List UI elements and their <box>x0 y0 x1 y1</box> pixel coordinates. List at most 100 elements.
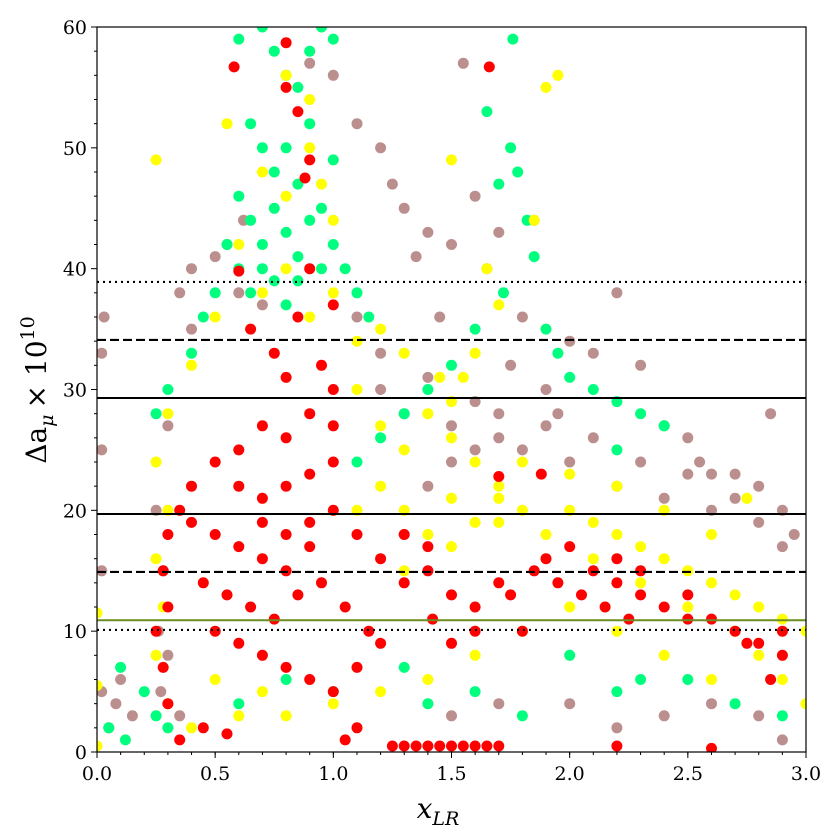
scatter-point-s1-8 <box>245 118 257 130</box>
scatter-point-s3-33 <box>256 553 268 565</box>
scatter-point-s2-73 <box>446 541 457 553</box>
scatter-point-s2-0 <box>150 154 162 166</box>
scatter-point-s3-80 <box>776 649 788 661</box>
scatter-point-s3-101 <box>469 740 481 752</box>
scatter-point-s3-68 <box>398 529 410 540</box>
scatter-point-s2-6 <box>528 214 540 226</box>
scatter-point-s1-62 <box>138 686 150 698</box>
scatter-point-s3-90 <box>682 613 694 625</box>
scatter-point-s0-69 <box>776 734 788 746</box>
scatter-point-s2-74 <box>493 516 505 528</box>
scatter-point-s3-88 <box>611 553 623 565</box>
scatter-point-s2-60 <box>776 674 788 685</box>
scatter-point-s2-83 <box>741 492 753 504</box>
scatter-point-s0-78 <box>540 420 552 432</box>
scatter-point-s3-43 <box>316 577 327 589</box>
scatter-point-s3-70 <box>540 553 552 565</box>
y-tick-label-0: 0 <box>75 742 87 764</box>
scatter-point-s0-3 <box>97 347 108 359</box>
scatter-point-s0-23 <box>422 226 434 238</box>
scatter-point-s0-79 <box>587 432 599 444</box>
scatter-point-s0-17 <box>327 69 339 81</box>
scatter-point-s3-61 <box>304 541 316 553</box>
scatter-point-s2-63 <box>658 649 670 661</box>
scatter-point-s0-15 <box>256 299 268 311</box>
scatter-point-s3-31 <box>209 529 221 540</box>
scatter-point-s2-14 <box>256 287 268 299</box>
scatter-point-s3-51 <box>327 686 339 698</box>
scatter-point-s0-29 <box>493 226 505 238</box>
scatter-point-s2-61 <box>800 698 806 710</box>
scatter-point-s0-68 <box>753 710 765 722</box>
scatter-point-s0-66 <box>658 710 670 722</box>
scatter-point-s2-20 <box>186 359 197 371</box>
scatter-point-s2-72 <box>398 565 410 577</box>
scatter-point-s3-0 <box>228 61 240 73</box>
scatter-point-s0-62 <box>351 311 363 323</box>
scatter-point-s3-19 <box>256 420 268 432</box>
scatter-point-s1-58 <box>422 384 434 395</box>
scatter-point-s3-54 <box>233 480 245 492</box>
scatter-point-s3-29 <box>162 698 174 710</box>
scatter-point-s0-55 <box>564 456 576 468</box>
scatter-point-s0-21 <box>398 202 410 214</box>
scatter-point-s1-15 <box>327 154 339 166</box>
scatter-point-s2-75 <box>540 529 552 540</box>
scatter-point-s1-65 <box>115 661 127 673</box>
scatter-point-s3-109 <box>197 722 209 734</box>
scatter-point-s0-76 <box>469 444 481 456</box>
scatter-point-s2-84 <box>706 529 717 540</box>
scatter-point-s1-61 <box>351 456 363 468</box>
scatter-point-s0-20 <box>386 178 398 190</box>
scatter-point-s1-64 <box>162 722 174 734</box>
scatter-point-s0-35 <box>564 335 576 347</box>
scatter-point-s1-23 <box>316 263 327 275</box>
scatter-point-s2-43 <box>457 371 469 383</box>
scatter-point-s1-59 <box>398 408 410 420</box>
scatter-point-s3-105 <box>351 722 363 734</box>
scatter-point-s3-26 <box>162 601 174 613</box>
scatter-point-s2-28 <box>186 722 197 734</box>
scatter-point-s0-67 <box>706 698 717 710</box>
scatter-point-s0-51 <box>446 420 457 432</box>
scatter-point-s2-31 <box>256 686 268 698</box>
scatter-point-s1-47 <box>498 287 509 299</box>
scatter-point-s3-41 <box>268 613 280 625</box>
scatter-point-s2-55 <box>729 589 741 601</box>
scatter-point-s3-2 <box>280 81 292 93</box>
scatter-point-s2-24 <box>150 553 162 565</box>
scatter-point-s0-87 <box>155 686 167 698</box>
scatter-point-s3-96 <box>410 740 422 752</box>
scatter-point-s0-8 <box>162 649 174 661</box>
scatter-point-s1-79 <box>280 674 292 685</box>
x-tick-label-3: 1.5 <box>436 763 466 785</box>
scatter-point-s1-19 <box>268 202 280 214</box>
scatter-point-s3-27 <box>150 625 162 637</box>
scatter-point-s1-56 <box>469 323 481 335</box>
scatter-point-s1-39 <box>150 408 162 420</box>
scatter-point-s0-34 <box>552 408 564 420</box>
scatter-point-s1-69 <box>611 686 623 698</box>
scatter-point-s3-34 <box>280 529 292 540</box>
scatter-point-s1-34 <box>363 311 375 323</box>
x-tick-label-4: 2.0 <box>555 763 585 785</box>
scatter-point-s2-3 <box>552 69 564 81</box>
scatter-point-s2-41 <box>493 299 505 311</box>
scatter-point-s2-68 <box>422 674 434 685</box>
scatter-point-s3-113 <box>469 625 481 637</box>
scatter-point-s0-7 <box>126 710 138 722</box>
scatter-point-s3-75 <box>658 601 670 613</box>
scatter-point-s0-24 <box>434 311 446 323</box>
data-points <box>97 27 806 752</box>
scatter-point-s0-25 <box>446 239 457 250</box>
scatter-point-s2-49 <box>587 516 599 528</box>
scatter-point-s3-44 <box>339 601 351 613</box>
scatter-point-s0-59 <box>753 516 765 528</box>
scatter-point-s3-55 <box>256 492 268 504</box>
scatter-point-s0-2 <box>97 444 108 456</box>
scatter-point-s3-7 <box>233 265 245 277</box>
scatter-point-s1-5 <box>304 45 316 57</box>
scatter-point-s3-6 <box>483 61 495 73</box>
scatter-point-s3-99 <box>446 740 457 752</box>
scatter-point-s2-92 <box>446 492 457 504</box>
